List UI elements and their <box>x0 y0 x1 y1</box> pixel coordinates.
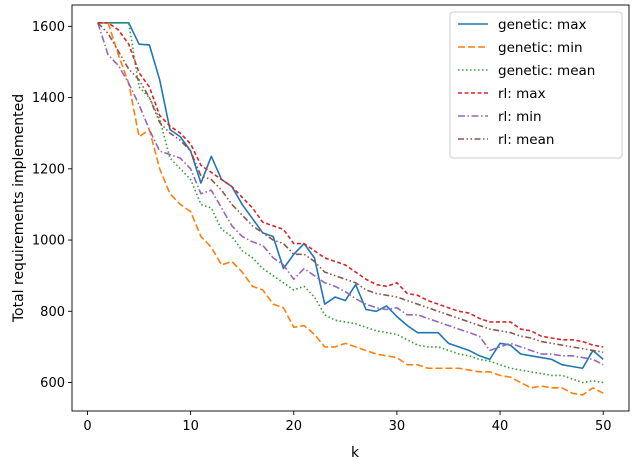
y-tick-label: 800 <box>40 305 65 320</box>
x-tick-label: 10 <box>182 419 199 434</box>
legend-label: genetic: mean <box>498 63 595 79</box>
series-line-rl-mean <box>97 22 604 354</box>
y-axis-label: Total requirements implemented <box>11 94 27 323</box>
series-line-genetic-mean <box>97 22 604 384</box>
y-tick-label: 600 <box>40 376 65 391</box>
x-axis-label: k <box>351 445 360 461</box>
series-line-rl-min <box>97 22 604 366</box>
series-line-rl-max <box>97 22 604 348</box>
x-axis: 0 10 20 30 40 50 <box>83 411 611 434</box>
y-tick-label: 1400 <box>32 91 65 106</box>
y-tick-label: 1000 <box>32 234 65 249</box>
series-line-genetic-max <box>97 22 604 370</box>
x-tick-label: 20 <box>285 419 302 434</box>
legend-box <box>449 11 623 159</box>
x-tick-label: 50 <box>595 419 612 434</box>
legend: genetic: max genetic: min genetic: mean rl:… <box>449 11 623 159</box>
y-tick-label: 1200 <box>32 162 65 177</box>
series-line-genetic-min <box>97 22 604 396</box>
y-axis: 600 800 1000 1200 1400 1600 <box>32 20 72 391</box>
legend-entries: genetic: max genetic: min genetic: mean rl:… <box>458 17 595 148</box>
series-layer <box>97 22 604 396</box>
x-tick-label: 30 <box>389 419 406 434</box>
plot-frame <box>71 4 630 412</box>
legend-label: rl: min <box>498 109 542 125</box>
y-tick-label: 1600 <box>32 20 65 35</box>
x-tick-label: 0 <box>83 419 91 434</box>
x-tick-label: 40 <box>492 419 509 434</box>
legend-label: rl: max <box>498 86 546 102</box>
legend-label: genetic: min <box>498 40 583 56</box>
legend-label: rl: mean <box>498 132 554 148</box>
legend-label: genetic: max <box>498 17 586 33</box>
